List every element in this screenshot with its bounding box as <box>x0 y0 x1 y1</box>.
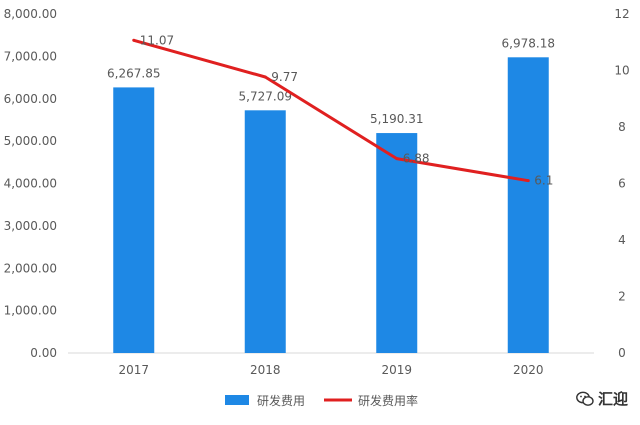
y-left-tick-label: 4,000.00 <box>4 177 57 191</box>
y-left-tick-label: 0.00 <box>30 346 57 360</box>
y-right-tick-label: 4 <box>618 233 626 247</box>
y-left-tick-label: 2,000.00 <box>4 261 57 275</box>
y-right-tick-label: 10 <box>614 64 629 78</box>
y-left-tick-label: 3,000.00 <box>4 219 57 233</box>
bar <box>113 87 155 354</box>
watermark: 汇迎 <box>576 388 628 409</box>
line-data-label: 9.77 <box>271 70 298 84</box>
legend-label-bar: 研发费用 <box>257 393 305 408</box>
bar-data-label: 6,267.85 <box>107 66 160 80</box>
line-data-label: 6.1 <box>534 174 553 188</box>
y-left-tick-label: 7,000.00 <box>4 49 57 63</box>
y-right-tick-label: 12 <box>614 7 629 21</box>
legend-label-line: 研发费用率 <box>358 393 418 408</box>
line-point <box>395 157 399 161</box>
y-right-tick-label: 0 <box>618 346 626 360</box>
legend-swatch-bar <box>225 395 249 405</box>
line-point <box>132 38 136 42</box>
wechat-icon <box>576 391 594 406</box>
x-tick-label: 2019 <box>381 363 412 377</box>
x-tick-label: 2017 <box>118 363 149 377</box>
bar-data-label: 6,978.18 <box>502 36 555 50</box>
line-data-label: 11.07 <box>140 33 174 47</box>
watermark-text: 汇迎 <box>597 390 628 408</box>
y-right-tick-label: 8 <box>618 120 626 134</box>
y-left-tick-label: 5,000.00 <box>4 134 57 148</box>
bar-data-label: 5,727.09 <box>239 89 292 103</box>
x-tick-label: 2020 <box>513 363 544 377</box>
y-right-tick-label: 2 <box>618 290 626 304</box>
y-left-tick-label: 6,000.00 <box>4 92 57 106</box>
bar <box>507 57 549 353</box>
x-tick-label: 2018 <box>250 363 281 377</box>
bar <box>376 133 418 353</box>
bar-data-label: 5,190.31 <box>370 112 423 126</box>
line-point <box>263 75 267 79</box>
y-left-tick-label: 8,000.00 <box>4 7 57 21</box>
bar <box>244 110 286 353</box>
y-left-tick-label: 1,000.00 <box>4 304 57 318</box>
line-data-label: 6.88 <box>403 152 430 166</box>
line-point <box>526 179 530 183</box>
y-right-tick-label: 6 <box>618 177 626 191</box>
line-series <box>133 38 529 183</box>
